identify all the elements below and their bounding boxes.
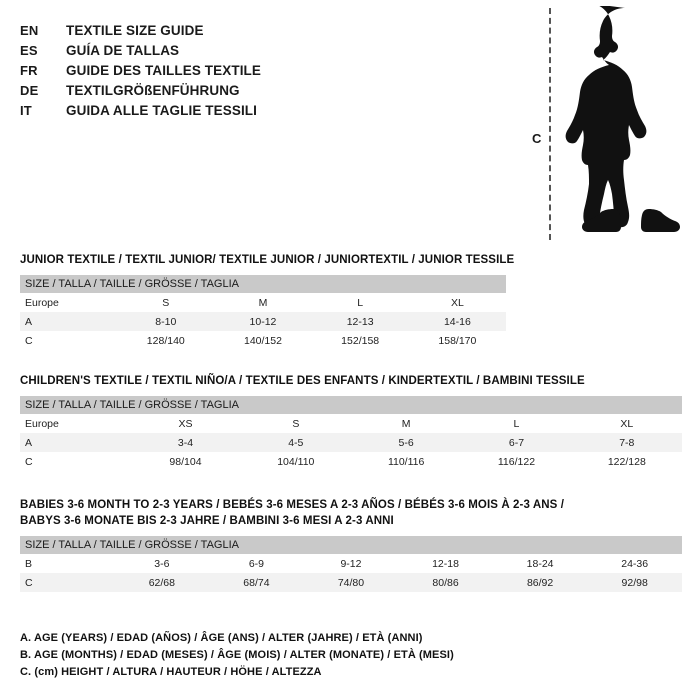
table-cell: 4-5 xyxy=(240,433,351,452)
row-label: Europe xyxy=(25,417,59,430)
language-code: IT xyxy=(20,103,32,118)
table-cell: 5-6 xyxy=(350,433,462,452)
table-row: Europe S M L XL xyxy=(20,293,506,312)
junior-size-table: SIZE / TALLA / TAILLE / GRÖSSE / TAGLIA E… xyxy=(20,275,506,350)
table-band-header: SIZE / TALLA / TAILLE / GRÖSSE / TAGLIA xyxy=(20,275,506,293)
table-body: SIZE / TALLA / TAILLE / GRÖSSE / TAGLIA E… xyxy=(20,396,682,471)
table-body: SIZE / TALLA / TAILLE / GRÖSSE / TAGLIA E… xyxy=(20,275,506,350)
section-title: JUNIOR TEXTILE / TEXTIL JUNIOR/ TEXTILE … xyxy=(20,254,515,266)
row-label: C xyxy=(25,455,33,468)
language-code: DE xyxy=(20,83,39,98)
table-row: B 3-6 6-9 9-12 12-18 18-24 24-36 xyxy=(20,554,682,573)
table-band-header: SIZE / TALLA / TAILLE / GRÖSSE / TAGLIA xyxy=(20,396,682,414)
language-title: TEXTILE SIZE GUIDE xyxy=(66,23,204,38)
section-title: CHILDREN'S TEXTILE / TEXTIL NIÑO/A / TEX… xyxy=(20,375,585,387)
table-cell: 14-16 xyxy=(408,312,506,331)
language-row: DE TEXTILGRÖßENFÜHRUNG xyxy=(20,81,500,101)
table-cell: 110/116 xyxy=(387,455,425,468)
row-label: C xyxy=(20,573,115,592)
language-title: GUIDA ALLE TAGLIE TESSILI xyxy=(66,103,257,118)
table-cell: XL xyxy=(620,417,634,430)
legend-line: B. AGE (MONTHS) / EDAD (MESES) / ÂGE (MO… xyxy=(20,649,454,661)
section-title-line-2: BABYS 3-6 MONATE BIS 2-3 JAHRE / BAMBINI… xyxy=(20,515,394,527)
table-cell: 62/68 xyxy=(114,573,210,592)
table-cell: 10-12 xyxy=(214,312,312,331)
legend-line: A. AGE (YEARS) / EDAD (AÑOS) / ÂGE (ANS)… xyxy=(20,632,423,644)
row-label: A xyxy=(20,433,131,452)
table-cell: 80/86 xyxy=(398,573,493,592)
children-size-table: SIZE / TALLA / TAILLE / GRÖSSE / TAGLIA E… xyxy=(20,396,682,471)
table-row: C 62/68 68/74 74/80 80/86 86/92 92/98 xyxy=(20,573,682,592)
section-junior-textile: JUNIOR TEXTILE / TEXTIL JUNIOR/ TEXTILE … xyxy=(20,252,515,350)
section-title-line-1: BABIES 3-6 MONTH TO 2-3 YEARS / BEBÉS 3-… xyxy=(20,499,564,511)
table-cell: 74/80 xyxy=(303,573,399,592)
table-cell: 24-36 xyxy=(621,557,649,570)
size-figure: C xyxy=(515,0,700,248)
table-row: C 128/140 140/152 152/158 158/170 xyxy=(20,331,506,350)
table-band-header: SIZE / TALLA / TAILLE / GRÖSSE / TAGLIA xyxy=(20,536,682,554)
table-body: SIZE / TALLA / TAILLE / GRÖSSE / TAGLIA B… xyxy=(20,536,682,592)
row-label: A xyxy=(20,312,118,331)
legend-block: A. AGE (YEARS) / EDAD (AÑOS) / ÂGE (ANS)… xyxy=(20,630,540,681)
section-babies-textile: BABIES 3-6 MONTH TO 2-3 YEARS / BEBÉS 3-… xyxy=(20,497,682,592)
table-cell: 3-6 xyxy=(154,557,170,570)
table-cell: 128/140 xyxy=(146,334,185,347)
band-label: SIZE / TALLA / TAILLE / GRÖSSE / TAGLIA xyxy=(20,536,682,554)
row-label: Europe xyxy=(25,296,59,309)
band-label: SIZE / TALLA / TAILLE / GRÖSSE / TAGLIA xyxy=(20,396,682,414)
table-cell: 104/110 xyxy=(277,455,315,468)
table-cell: 116/122 xyxy=(497,455,536,468)
table-cell: 122/128 xyxy=(607,455,646,468)
language-code: FR xyxy=(20,63,38,78)
table-row: C 98/104 104/110 110/116 116/122 122/128 xyxy=(20,452,682,471)
toddler-silhouette-icon xyxy=(565,6,680,232)
table-cell: L xyxy=(513,417,520,430)
language-title: GUÍA DE TALLAS xyxy=(66,43,180,58)
table-cell: 6-9 xyxy=(248,557,264,570)
legend-line: C. (cm) HEIGHT / ALTURA / HAUTEUR / HÖHE… xyxy=(20,666,322,678)
height-measure-dashed-line xyxy=(549,8,551,240)
table-cell: S xyxy=(292,417,300,430)
table-cell: 12-13 xyxy=(311,312,409,331)
language-title-list: EN TEXTILE SIZE GUIDE ES GUÍA DE TALLAS FR GU… xyxy=(20,21,500,121)
table-cell: XS xyxy=(178,417,193,430)
table-cell: M xyxy=(258,296,268,309)
babies-size-table: SIZE / TALLA / TAILLE / GRÖSSE / TAGLIA B… xyxy=(20,536,682,592)
table-cell: 3-4 xyxy=(130,433,241,452)
table-cell: 152/158 xyxy=(341,334,380,347)
table-cell: 8-10 xyxy=(117,312,215,331)
language-row: FR GUIDE DES TAILLES TEXTILE xyxy=(20,61,500,81)
language-code: ES xyxy=(20,43,38,58)
table-cell: 98/104 xyxy=(169,455,202,468)
language-code: EN xyxy=(20,23,39,38)
table-cell: 9-12 xyxy=(340,557,362,570)
language-title: GUIDE DES TAILLES TEXTILE xyxy=(66,63,262,78)
row-label: C xyxy=(25,334,33,347)
table-cell: 7-8 xyxy=(571,433,682,452)
table-cell: 68/74 xyxy=(209,573,304,592)
table-cell: 158/170 xyxy=(438,334,477,347)
section-childrens-textile: CHILDREN'S TEXTILE / TEXTIL NIÑO/A / TEX… xyxy=(20,373,682,471)
table-cell: M xyxy=(401,417,411,430)
table-cell: S xyxy=(162,296,170,309)
table-cell: 92/98 xyxy=(587,573,682,592)
language-row: ES GUÍA DE TALLAS xyxy=(20,41,500,61)
table-row: A 8-10 10-12 12-13 14-16 xyxy=(20,312,506,331)
table-cell: 86/92 xyxy=(492,573,588,592)
table-cell: 6-7 xyxy=(461,433,572,452)
language-row: EN TEXTILE SIZE GUIDE xyxy=(20,21,500,41)
band-label: SIZE / TALLA / TAILLE / GRÖSSE / TAGLIA xyxy=(20,275,506,293)
table-cell: XL xyxy=(450,296,464,309)
language-title: TEXTILGRÖßENFÜHRUNG xyxy=(66,83,240,98)
language-row: IT GUIDA ALLE TAGLIE TESSILI xyxy=(20,101,500,121)
height-measure-label: C xyxy=(532,131,542,146)
table-row: A 3-4 4-5 5-6 6-7 7-8 xyxy=(20,433,682,452)
table-row: Europe XS S M L XL xyxy=(20,414,682,433)
table-cell: L xyxy=(357,296,364,309)
table-cell: 12-18 xyxy=(432,557,459,570)
table-cell: 140/152 xyxy=(243,334,282,347)
row-label: B xyxy=(25,557,33,570)
table-cell: 18-24 xyxy=(526,557,554,570)
